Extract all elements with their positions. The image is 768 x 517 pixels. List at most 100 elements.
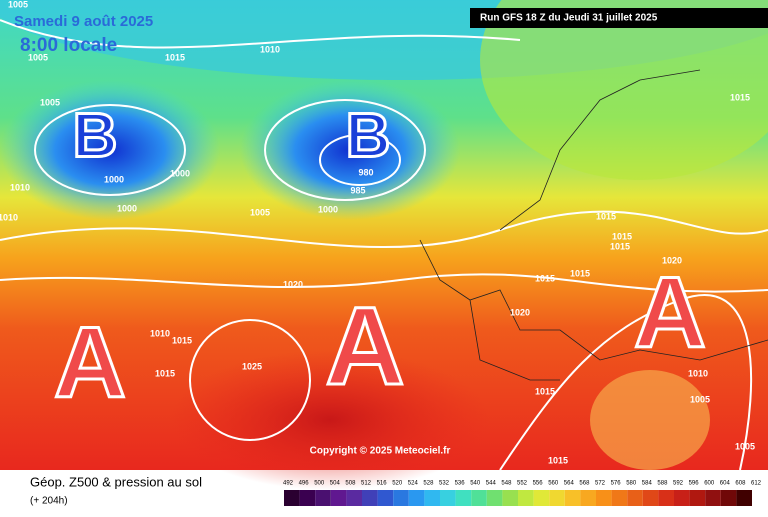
legend-swatch [720,490,737,506]
legend-swatch [674,490,690,506]
legend-swatch [502,490,518,506]
legend-label: 572 [595,481,606,487]
legend-swatch [533,490,550,506]
pressure-system: A [634,256,706,368]
legend-label: 528 [423,481,434,487]
warm-spot [590,370,710,470]
copyright: Copyright © 2025 Meteociel.fr [310,446,451,457]
legend-label: 584 [642,481,653,487]
pressure-label: 1010 [260,44,280,54]
legend-swatch [705,490,721,506]
legend-label: 556 [533,481,544,487]
coastlines [419,69,768,381]
low-area [240,80,460,220]
pressure-label: 1020 [662,255,682,265]
legend-swatch [408,490,425,506]
legend-label: 576 [611,481,622,487]
legend-swatch [642,490,659,506]
legend-swatch [486,490,503,506]
pressure-label: 1005 [690,394,710,404]
pressure-label: 1010 [688,368,708,378]
legend-label: 524 [408,481,419,487]
legend-swatch [518,490,534,506]
hot-area [170,350,490,490]
legend-swatch [471,490,487,506]
pressure-label: 1010 [150,328,170,338]
pressure-system: B [73,101,118,170]
legend-swatch [362,490,378,506]
legend-label: 544 [486,481,497,487]
legend-swatch [549,490,565,506]
pressure-label: 1015 [172,335,192,345]
low-area [0,80,220,220]
legend-swatch [611,490,628,506]
footer-lead: (+ 204h) [30,496,68,507]
pressure-label: 1015 [730,92,750,102]
legend-label: 564 [564,481,575,487]
legend-swatch [424,490,440,506]
pressure-label: 1005 [8,0,28,9]
legend-label: 568 [579,481,590,487]
pressure-label: 1000 [117,203,137,213]
pressure-label: 1020 [510,307,530,317]
legend-label: 596 [689,481,700,487]
legend-label: 592 [673,481,684,487]
legend-swatch [596,490,612,506]
legend-label: 604 [720,481,731,487]
forecast-time: 8:00 locale [20,35,117,56]
legend-label: 588 [657,481,668,487]
legend-label: 552 [517,481,528,487]
pressure-label: 1000 [318,204,338,214]
legend-label: 492 [283,481,294,487]
pressure-label: 1015 [155,368,175,378]
legend-label: 500 [314,481,325,487]
legend-label: 520 [392,481,403,487]
legend-label: 548 [501,481,512,487]
legend-label: 496 [299,481,310,487]
legend-label: 536 [455,481,466,487]
pressure-label: 1010 [0,212,18,222]
pressure-label: 1000 [170,168,190,178]
pressure-label: 1015 [610,241,630,251]
footer-title: Géop. Z500 & pression au sol [30,474,202,489]
legend-swatch [658,490,674,506]
legend-label: 516 [377,481,388,487]
legend-label: 600 [704,481,715,487]
legend-label: 512 [361,481,372,487]
legend-swatch [564,490,581,506]
run-info: Run GFS 18 Z du Jeudi 31 juillet 2025 [480,13,658,24]
pressure-system: A [54,306,126,418]
legend-swatch [627,490,643,506]
legend-swatch [736,490,752,506]
warm-zone [480,0,768,180]
pressure-system: B [346,101,391,170]
pressure-system: A [325,285,404,408]
legend-label: 608 [735,481,746,487]
pressure-label: 1015 [548,455,568,465]
pressure-label: 1005 [250,207,270,217]
pressure-label: 1015 [596,211,616,221]
legend-label: 580 [626,481,637,487]
pressure-label: 985 [350,185,365,195]
pressure-label: 1025 [242,361,262,371]
pressure-label: 1005 [40,97,60,107]
isobars [0,19,768,471]
legend-swatch [377,490,394,506]
pressure-label: 1005 [735,441,755,451]
pressure-label: 1020 [283,279,303,289]
pressure-label: 1015 [535,273,555,283]
pressure-label: 1015 [570,268,590,278]
legend-swatch [393,490,409,506]
pressure-label: 1015 [165,52,185,62]
legend-swatch [315,490,331,506]
legend-swatch [440,490,456,506]
legend-label: 560 [548,481,559,487]
legend-label: 504 [330,481,341,487]
pressure-label: 980 [358,167,373,177]
pressure-label: 1005 [28,52,48,62]
legend-label: 540 [470,481,481,487]
legend-label: 532 [439,481,450,487]
legend-swatch [455,490,472,506]
legend-swatch [284,490,300,506]
